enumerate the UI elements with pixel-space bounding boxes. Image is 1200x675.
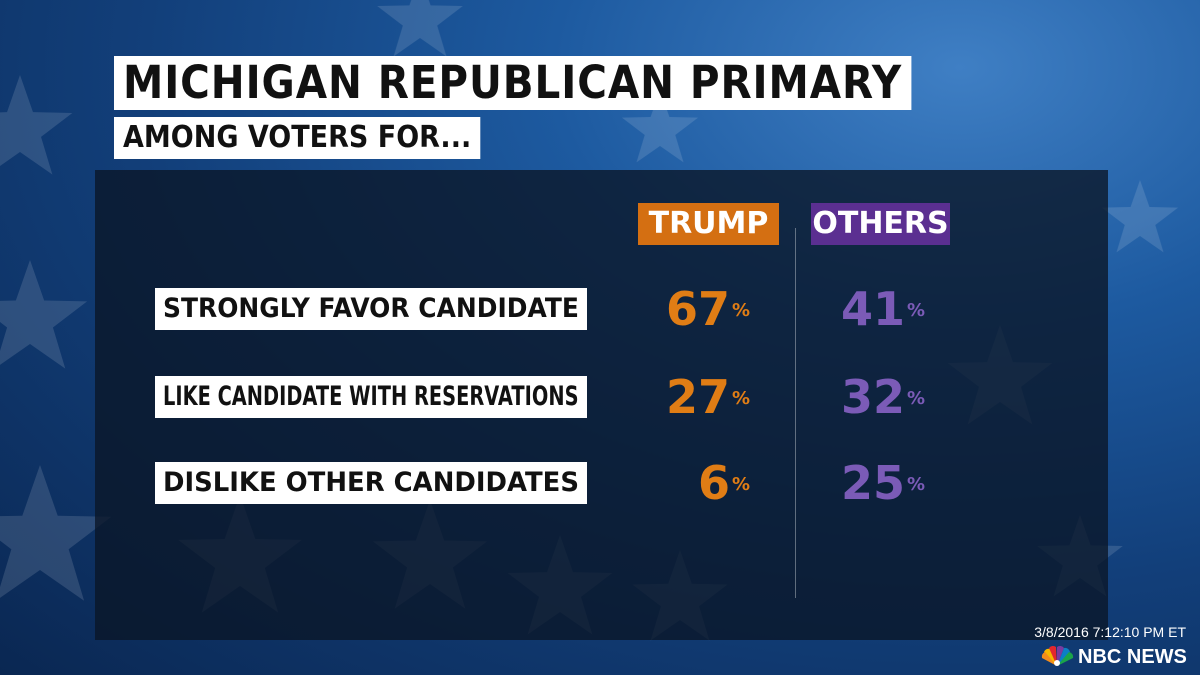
brand-name: NBC NEWS <box>1078 645 1187 668</box>
row-label: DISLIKE OTHER CANDIDATES <box>155 462 587 504</box>
value-number: 25 <box>840 456 905 510</box>
column-divider <box>795 228 796 598</box>
percent-sign: % <box>906 388 925 409</box>
value-number: 41 <box>840 282 905 336</box>
page-subtitle: AMONG VOTERS FOR... <box>114 117 481 159</box>
value-number: 32 <box>840 370 905 424</box>
column-header-others: OTHERS <box>811 203 950 245</box>
row-label: LIKE CANDIDATE WITH RESERVATIONS <box>155 376 587 418</box>
value-trump: 67% <box>630 284 750 334</box>
page-title: MICHIGAN REPUBLICAN PRIMARY <box>114 56 912 110</box>
value-others: 32% <box>805 372 925 422</box>
percent-sign: % <box>906 300 925 321</box>
value-others: 25% <box>805 458 925 508</box>
nbc-news-logo: NBC NEWS <box>1040 645 1187 669</box>
value-others: 41% <box>805 284 925 334</box>
value-number: 6 <box>697 456 730 510</box>
percent-sign: % <box>731 474 750 495</box>
value-trump: 6% <box>630 458 750 508</box>
value-number: 67 <box>665 282 730 336</box>
row-label-text: LIKE CANDIDATE WITH RESERVATIONS <box>163 381 579 412</box>
percent-sign: % <box>731 300 750 321</box>
row-label-text: DISLIKE OTHER CANDIDATES <box>163 467 580 498</box>
column-header-trump: TRUMP <box>638 203 779 245</box>
row-label-text: STRONGLY FAVOR CANDIDATE <box>163 293 579 324</box>
percent-sign: % <box>731 388 750 409</box>
percent-sign: % <box>906 474 925 495</box>
nbc-peacock-icon <box>1041 646 1074 666</box>
row-label: STRONGLY FAVOR CANDIDATE <box>155 288 587 330</box>
value-trump: 27% <box>630 372 750 422</box>
timestamp: 3/8/2016 7:12:10 PM ET <box>1034 624 1186 640</box>
value-number: 27 <box>665 370 730 424</box>
